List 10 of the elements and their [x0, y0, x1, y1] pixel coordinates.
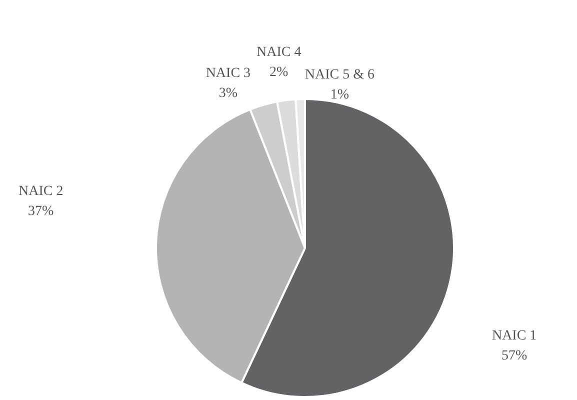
data-label: 57% — [501, 348, 528, 364]
slice-label: NAIC 3 — [206, 66, 251, 81]
data-label: 37% — [28, 204, 54, 220]
data-label: 2% — [270, 64, 289, 80]
slice-label: NAIC 5 & 6 — [304, 67, 375, 82]
slice-label: NAIC 2 — [18, 184, 64, 200]
data-label: 1% — [330, 87, 350, 102]
data-label: 3% — [218, 86, 238, 101]
slice-label: NAIC 1 — [492, 328, 537, 344]
slice-label: NAIC 4 — [256, 44, 302, 60]
